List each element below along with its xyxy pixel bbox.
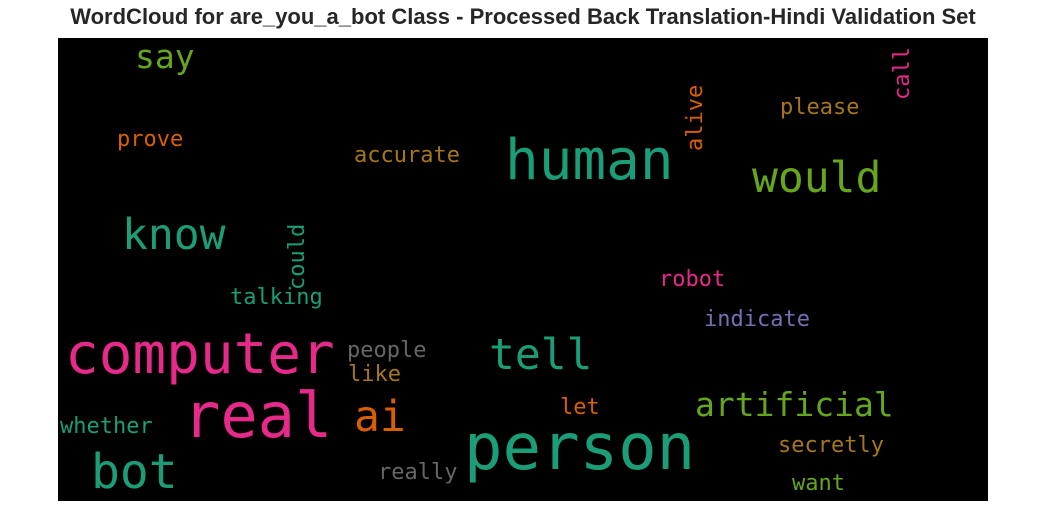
word-whether: whether [60,414,153,439]
word-prove: prove [117,127,184,152]
word-could: could [285,223,310,290]
word-real: real [183,379,333,452]
word-let: let [560,395,600,420]
word-would: would [752,153,882,203]
chart-title: WordCloud for are_you_a_bot Class - Proc… [70,4,976,29]
word-secretly: secretly [778,433,884,458]
word-alive: alive [683,84,708,151]
word-call: call [890,47,915,100]
word-like: like [348,362,401,387]
word-artificial: artificial [695,385,894,424]
word-please: please [780,95,860,120]
wordcloud-canvas: say human would call please alive prove … [58,38,988,501]
word-really: really [378,460,458,485]
word-robot: robot [659,267,726,292]
word-computer: computer [65,322,335,387]
word-bot: bot [91,444,178,500]
word-indicate: indicate [704,307,810,332]
word-talking: talking [230,285,323,310]
word-know: know [122,210,226,260]
word-human: human [505,128,674,193]
word-want: want [792,471,845,496]
word-people: people [347,338,427,363]
word-ai: ai [354,392,406,442]
word-say: say [135,38,195,76]
word-person: person [464,411,696,485]
word-accurate: accurate [354,143,460,168]
word-tell: tell [489,330,593,380]
